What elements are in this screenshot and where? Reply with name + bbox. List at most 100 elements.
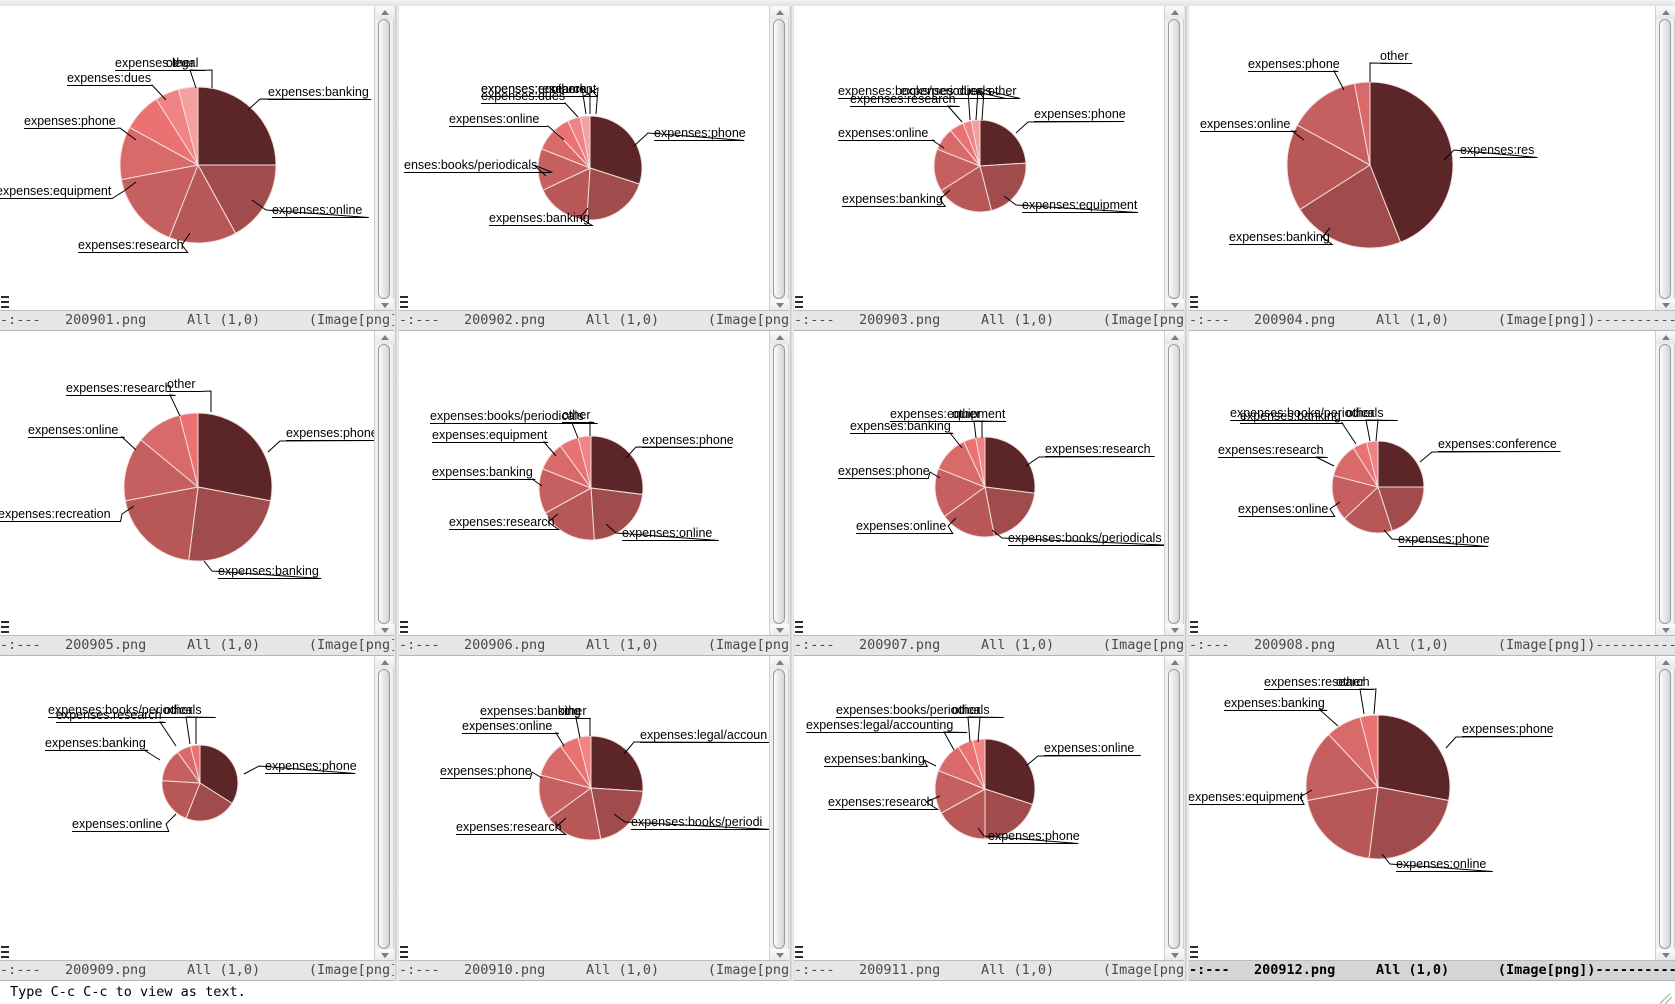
scrollbar-thumb[interactable] — [378, 344, 390, 624]
vertical-scrollbar[interactable] — [769, 6, 790, 312]
image-buffer-area[interactable]: expenses:phone expenses:online expenses:re… — [399, 331, 789, 637]
scrollbar-thumb[interactable] — [378, 19, 390, 299]
image-buffer-area[interactable]: expenses:phone expenses:banking expenses:r… — [0, 331, 394, 637]
scroll-up-arrow-icon[interactable] — [1656, 331, 1675, 344]
image-buffer-area[interactable]: expenses:phone expenses:banking enses:book… — [399, 6, 789, 312]
scroll-down-arrow-icon[interactable] — [375, 624, 395, 637]
vertical-scrollbar[interactable] — [1655, 331, 1675, 637]
emacs-window[interactable]: expenses:online expenses:phone expenses:re… — [794, 656, 1185, 981]
mode-line[interactable]: -:--- 200905.png All (1,0) (Image[png])-… — [0, 635, 394, 656]
window-divider[interactable] — [394, 6, 399, 331]
scrollbar-thumb[interactable] — [1168, 19, 1180, 299]
vertical-scrollbar[interactable] — [1164, 331, 1185, 637]
image-buffer-area[interactable]: expenses:phone expenses:equipment expenses… — [794, 6, 1184, 312]
mode-line[interactable]: -:--- 200909.png All (1,0) (Image[png])-… — [0, 960, 394, 981]
scroll-down-arrow-icon[interactable] — [1656, 949, 1675, 962]
emacs-window[interactable]: expenses:phone expenses:online expenses:re… — [399, 331, 790, 656]
vertical-scrollbar[interactable] — [769, 331, 790, 637]
image-buffer-area[interactable]: expenses:research expenses:books/periodic… — [794, 331, 1184, 637]
scroll-up-arrow-icon[interactable] — [1165, 331, 1185, 344]
minibuffer[interactable]: Type C-c C-c to view as text. — [0, 981, 1675, 1004]
pie-slice-label: expenses:equipment — [1022, 198, 1138, 212]
scroll-down-arrow-icon[interactable] — [770, 624, 790, 637]
window-divider[interactable] — [789, 656, 794, 981]
scroll-up-arrow-icon[interactable] — [770, 331, 790, 344]
image-buffer-area[interactable]: expenses:legal/accoun expenses:books/peri… — [399, 656, 789, 962]
scroll-down-arrow-icon[interactable] — [375, 949, 395, 962]
scroll-down-arrow-icon[interactable] — [1656, 299, 1675, 312]
mode-line[interactable]: -:--- 200901.png All (1,0) (Image[png])-… — [0, 310, 394, 331]
scrollbar-thumb[interactable] — [1659, 344, 1671, 624]
scrollbar-thumb[interactable] — [773, 669, 785, 949]
scroll-up-arrow-icon[interactable] — [1165, 6, 1185, 19]
scrollbar-thumb[interactable] — [1659, 669, 1671, 949]
emacs-window[interactable]: expenses:phone expenses:online expenses:eq… — [1189, 656, 1675, 981]
scroll-up-arrow-icon[interactable] — [770, 6, 790, 19]
scrollbar-thumb[interactable] — [378, 669, 390, 949]
vertical-scrollbar[interactable] — [374, 331, 395, 637]
mode-line[interactable]: -:--- 200906.png All (1,0) (Image[png])-… — [399, 635, 789, 656]
pie-label-leader-line — [1224, 709, 1339, 727]
image-buffer-area[interactable]: expenses:online expenses:phone expenses:re… — [794, 656, 1184, 962]
emacs-window[interactable]: expenses:phone expenses:banking enses:book… — [399, 6, 790, 331]
mode-line[interactable]: -:--- 200908.png All (1,0) (Image[png])-… — [1189, 635, 1675, 656]
scroll-up-arrow-icon[interactable] — [375, 6, 395, 19]
mode-line[interactable]: -:--- 200904.png All (1,0) (Image[png])-… — [1189, 310, 1675, 331]
scroll-up-arrow-icon[interactable] — [1656, 6, 1675, 19]
scroll-up-arrow-icon[interactable] — [770, 656, 790, 669]
window-divider[interactable] — [789, 6, 794, 331]
image-buffer-area[interactable]: expenses:phone expenses:online expenses:ba… — [0, 656, 394, 962]
scroll-down-arrow-icon[interactable] — [1165, 624, 1185, 637]
scroll-down-arrow-icon[interactable] — [1165, 299, 1185, 312]
scroll-down-arrow-icon[interactable] — [1165, 949, 1185, 962]
mode-line[interactable]: -:--- 200903.png All (1,0) (Image[png])-… — [794, 310, 1184, 331]
window-divider[interactable] — [1184, 656, 1189, 981]
emacs-window[interactable]: expenses:banking expenses:online expenses:… — [0, 6, 395, 331]
image-buffer-area[interactable]: expenses:phone expenses:online expenses:eq… — [1189, 656, 1675, 962]
emacs-window[interactable]: expenses:research expenses:books/periodic… — [794, 331, 1185, 656]
scroll-down-arrow-icon[interactable] — [770, 299, 790, 312]
scrollbar-thumb[interactable] — [1168, 344, 1180, 624]
mode-line[interactable]: -:--- 200902.png All (1,0) (Image[png])-… — [399, 310, 789, 331]
mode-line-buffer-name: 200905.png — [65, 637, 147, 653]
scroll-up-arrow-icon[interactable] — [1656, 656, 1675, 669]
scroll-down-arrow-icon[interactable] — [770, 949, 790, 962]
window-divider[interactable] — [1184, 331, 1189, 656]
mode-line[interactable]: -:--- 200912.png All (1,0) (Image[png])-… — [1189, 960, 1675, 981]
vertical-scrollbar[interactable] — [1164, 6, 1185, 312]
scroll-up-arrow-icon[interactable] — [375, 656, 395, 669]
mode-line[interactable]: -:--- 200910.png All (1,0) (Image[png])-… — [399, 960, 789, 981]
scroll-down-arrow-icon[interactable] — [375, 299, 395, 312]
image-buffer-area[interactable]: expenses:banking expenses:online expenses:… — [0, 6, 394, 312]
vertical-scrollbar[interactable] — [374, 6, 395, 312]
mode-line[interactable]: -:--- 200907.png All (1,0) (Image[png])-… — [794, 635, 1184, 656]
scrollbar-thumb[interactable] — [773, 19, 785, 299]
scrollbar-thumb[interactable] — [1659, 19, 1671, 299]
image-buffer-area[interactable]: expenses:conference expenses:phone expense… — [1189, 331, 1675, 637]
scrollbar-thumb[interactable] — [1168, 669, 1180, 949]
emacs-window[interactable]: expenses:res expenses:banking expenses:onl… — [1189, 6, 1675, 331]
mode-line-major-mode: (Image[png]) — [1102, 962, 1184, 978]
image-buffer-area[interactable]: expenses:res expenses:banking expenses:onl… — [1189, 6, 1675, 312]
emacs-window[interactable]: expenses:phone expenses:equipment expenses… — [794, 6, 1185, 331]
scrollbar-thumb[interactable] — [773, 344, 785, 624]
window-divider[interactable] — [394, 656, 399, 981]
mode-line[interactable]: -:--- 200911.png All (1,0) (Image[png])-… — [794, 960, 1184, 981]
scroll-down-arrow-icon[interactable] — [1656, 624, 1675, 637]
vertical-scrollbar[interactable] — [1655, 656, 1675, 962]
window-divider[interactable] — [789, 331, 794, 656]
vertical-scrollbar[interactable] — [769, 656, 790, 962]
resize-grip-icon[interactable] — [1658, 987, 1674, 1004]
pie-label-leader-line — [828, 795, 941, 810]
window-divider[interactable] — [1184, 6, 1189, 331]
scroll-up-arrow-icon[interactable] — [1165, 656, 1185, 669]
vertical-scrollbar[interactable] — [1655, 6, 1675, 312]
scroll-up-arrow-icon[interactable] — [375, 331, 395, 344]
vertical-scrollbar[interactable] — [1164, 656, 1185, 962]
vertical-scrollbar[interactable] — [374, 656, 395, 962]
emacs-window[interactable]: expenses:legal/accoun expenses:books/peri… — [399, 656, 790, 981]
emacs-window[interactable]: expenses:conference expenses:phone expense… — [1189, 331, 1675, 656]
window-divider[interactable] — [394, 331, 399, 656]
emacs-window[interactable]: expenses:phone expenses:online expenses:ba… — [0, 656, 395, 981]
emacs-window[interactable]: expenses:phone expenses:banking expenses:r… — [0, 331, 395, 656]
